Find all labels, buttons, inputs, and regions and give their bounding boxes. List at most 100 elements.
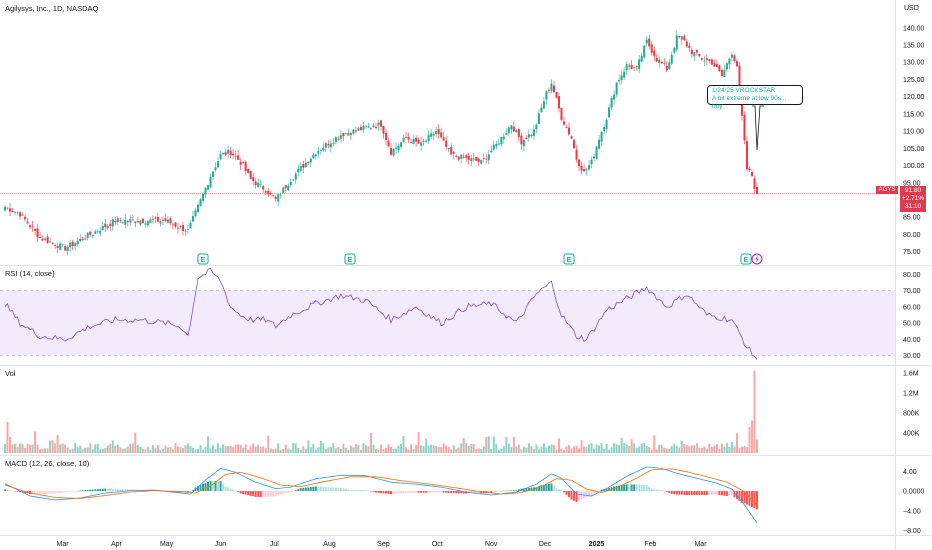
macd-histogram-bar	[633, 484, 636, 492]
macd-histogram-bar	[362, 490, 365, 492]
candle-body	[282, 187, 285, 193]
macd-histogram-bar	[620, 485, 623, 492]
candle-body	[347, 133, 350, 136]
candle-body	[620, 75, 623, 81]
candle-body	[51, 242, 54, 244]
candle-body	[219, 154, 222, 160]
annotation-note[interactable]: 1/24/25 VROCKSTAR A bit extreme at low 9…	[707, 85, 803, 110]
macd-histogram-bar	[227, 487, 230, 492]
volume-bar	[314, 449, 317, 453]
candle-body	[9, 208, 12, 212]
candle-body	[487, 154, 490, 161]
macd-histogram-bar	[9, 490, 12, 492]
candle-body	[695, 50, 698, 53]
volume-bar	[359, 449, 362, 453]
macd-histogram-bar	[309, 487, 312, 492]
lightning-icon[interactable]	[751, 253, 763, 265]
volume-bar	[6, 422, 9, 453]
volume-bar	[247, 449, 250, 453]
volume-bar	[743, 446, 746, 453]
candle-body	[184, 230, 187, 232]
candle-body	[710, 59, 713, 65]
candle-body	[209, 176, 212, 187]
volume-bar	[460, 443, 463, 453]
volume-bar	[74, 443, 77, 453]
macd-tick-label: 4.00	[903, 469, 917, 476]
volume-bar	[99, 449, 102, 453]
candle-body	[242, 162, 245, 164]
currency-label[interactable]: USD	[904, 5, 919, 12]
volume-bar	[164, 445, 167, 453]
earnings-marker[interactable]: E	[563, 253, 575, 265]
macd-histogram-bar	[277, 491, 280, 496]
volume-bar	[593, 448, 596, 453]
volume-bar	[497, 449, 500, 453]
candle-body	[314, 154, 317, 157]
volume-bar	[61, 443, 64, 453]
candle-body	[169, 218, 172, 224]
rsi-pane[interactable]: 30.00 40.00 50.00 60.00 70.00 80.00 RSI (14, …	[0, 267, 921, 360]
earnings-marker[interactable]: E	[197, 253, 209, 265]
candle-body	[552, 85, 555, 93]
volume-bar	[249, 446, 252, 453]
macd-histogram-bar	[713, 491, 716, 495]
volume-bar	[84, 447, 87, 453]
candle-body	[412, 138, 415, 144]
price-change: +2.71%	[901, 195, 925, 202]
macd-histogram-bar	[99, 488, 102, 492]
volume-bar	[705, 448, 708, 453]
price-pane[interactable]: 75.0080.0085.0090.0095.00100.00105.00110…	[0, 25, 925, 265]
volume-bar	[583, 446, 586, 453]
candle-body	[364, 126, 367, 128]
candle-body	[204, 187, 207, 195]
macd-histogram-bar	[74, 491, 77, 492]
macd-histogram-bar	[197, 486, 200, 492]
volume-bar	[735, 433, 738, 453]
macd-histogram-bar	[69, 491, 72, 492]
volume-tick-label: 800K	[903, 411, 920, 418]
macd-histogram-bar	[537, 486, 540, 492]
volume-bar	[442, 443, 445, 453]
macd-histogram-bar	[618, 485, 621, 492]
macd-histogram-bar	[407, 491, 410, 494]
candle-body	[254, 181, 257, 186]
candle-body	[317, 150, 320, 154]
volume-bar	[337, 447, 340, 453]
candle-body	[234, 155, 237, 157]
macd-histogram-bar	[397, 491, 400, 494]
earnings-marker[interactable]: E	[740, 253, 752, 265]
candle-body	[374, 126, 377, 128]
candle-body	[352, 129, 355, 134]
volume-bar	[179, 447, 182, 453]
volume-bar	[492, 436, 495, 453]
macd-histogram-bar	[750, 491, 753, 507]
candle-body	[71, 241, 74, 247]
candle-body	[603, 127, 606, 132]
candle-body	[700, 58, 703, 60]
annotation-line-2: A bit extreme at low 90s... buy	[712, 95, 787, 110]
bar-countdown: 31:10	[904, 203, 922, 210]
volume-bar	[224, 446, 227, 453]
candle-body	[134, 221, 137, 223]
volume-bar	[730, 441, 733, 453]
macd-histogram-bar	[575, 491, 578, 502]
candle-body	[151, 219, 154, 221]
volume-bar	[174, 443, 177, 453]
macd-histogram-bar	[585, 491, 588, 498]
macd-pane[interactable]: 4.00 0.0000 −4.00 −8.00 MACD (12, 26, close…	[4, 459, 925, 535]
macd-histogram-bar	[648, 486, 651, 492]
earnings-marker[interactable]: E	[344, 253, 356, 265]
volume-pane[interactable]: 400K 800K 1.2M 1.6M Vol	[4, 369, 920, 453]
macd-histogram-bar	[595, 491, 598, 494]
volume-bar	[658, 444, 661, 453]
volume-bar	[154, 448, 157, 453]
volume-bar	[573, 446, 576, 453]
candle-body	[568, 127, 570, 135]
macd-histogram-bar	[109, 488, 112, 492]
candle-body	[655, 57, 658, 62]
macd-histogram-bar	[756, 491, 758, 510]
volume-bar	[455, 449, 458, 453]
macd-histogram-bar	[680, 491, 683, 495]
volume-bar	[317, 447, 320, 453]
